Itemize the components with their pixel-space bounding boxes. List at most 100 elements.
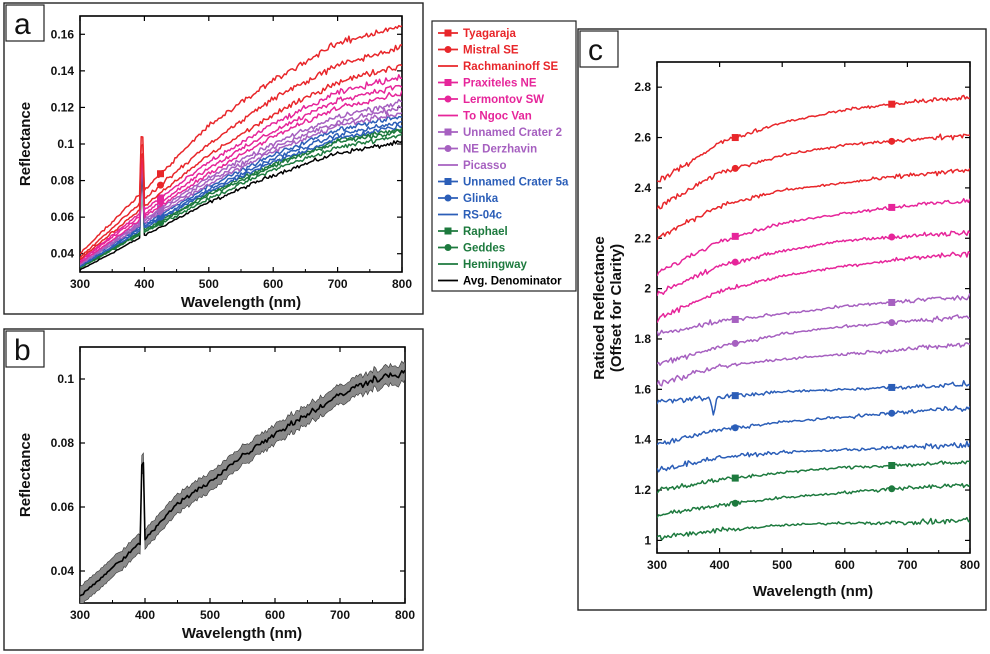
x-tick-label: 500	[199, 277, 219, 291]
x-tick-label: 300	[647, 558, 667, 572]
series-marker-praxiteles-ne	[888, 203, 896, 211]
series-marker-unnamed-crater-2	[157, 204, 164, 212]
panel-b-y-ticks: 0.04 0.06 0.08 0.1	[51, 372, 405, 578]
x-tick-label: 300	[70, 608, 90, 622]
panel-c-y-axis-title-line1: Ratioed Reflectance	[591, 236, 608, 379]
series-line-rachmaninoff-se	[657, 168, 970, 241]
x-tick-label: 600	[835, 558, 855, 572]
series-line-hemingway	[657, 516, 970, 541]
legend-marker-ne-derzhavin	[444, 145, 452, 152]
y-tick-label: 2.4	[634, 181, 651, 195]
series-line-geddes	[657, 482, 970, 519]
series-line-avg-denominator	[80, 369, 405, 597]
x-tick-label: 400	[135, 608, 155, 622]
series-line-geddes	[80, 129, 402, 267]
y-tick-label: 1.6	[634, 382, 651, 396]
series-marker-tyagaraja	[888, 100, 896, 108]
series-marker-unnamed-crater-5a	[731, 392, 739, 400]
series-clip-group	[657, 94, 970, 541]
legend-label-unnamed-crater-5a: Unnamed Crater 5a	[463, 177, 569, 189]
x-tick-label: 400	[134, 277, 154, 291]
series-line-raphael	[80, 127, 402, 268]
uncertainty-band	[80, 359, 405, 603]
series-line-avg-denominator	[80, 140, 402, 271]
series-clip-group	[80, 359, 405, 603]
series-line-unnamed-crater-2	[657, 293, 970, 337]
series-marker-raphael	[157, 217, 164, 225]
series-marker-unnamed-crater-5a	[888, 383, 896, 391]
series-line-mistral-se	[80, 44, 402, 259]
panel-c-series	[657, 94, 970, 541]
series-line-praxiteles-ne	[80, 74, 402, 262]
panel-c: c 300 400 500 600 700 800 1 1.2 1.4 1.6 1.8 2 2.2 2.…	[577, 28, 987, 611]
series-line-praxiteles-ne	[657, 197, 970, 277]
panel-a-y-axis-title: Reflectance	[17, 102, 34, 186]
legend-marker-geddes	[444, 244, 452, 251]
series-line-unnamed-crater-5a	[80, 116, 402, 265]
series-line-tyagaraja	[657, 94, 970, 183]
panel-c-y-axis-title-line2: (Offset for Clarity)	[608, 244, 625, 372]
series-marker-geddes	[888, 485, 896, 493]
panel-c-plot-frame	[656, 61, 971, 554]
legend-label-rs-04c: RS-04c	[463, 210, 503, 222]
series-line-to-ngoc-van	[657, 251, 970, 324]
series-marker-ne-derzhavin	[731, 339, 739, 347]
legend-label-raphael: Raphael	[463, 226, 508, 238]
legend-label-avg-denominator: Avg. Denominator	[463, 276, 562, 288]
legend-marker-raphael	[444, 227, 452, 235]
series-marker-mistral-se	[731, 164, 739, 172]
legend-marker-lermontov-sw	[444, 95, 452, 103]
series-marker-praxiteles-ne	[157, 194, 164, 202]
series-line-lermontov-sw	[80, 84, 402, 262]
series-marker-praxiteles-ne	[731, 232, 739, 240]
legend-label-tyagaraja: Tyagaraja	[463, 28, 516, 40]
y-tick-label: 0.04	[51, 247, 75, 261]
series-marker-lermontov-sw	[888, 233, 896, 241]
legend-label-glinka: Glinka	[463, 193, 499, 205]
series-line-mistral-se	[657, 133, 970, 210]
panel-a: a 300 400 500 600 700 800 0.04 0.06 0.08 0.1 0.12…	[3, 2, 424, 315]
series-line-glinka	[80, 120, 402, 268]
panel-a-x-axis-title: Wavelength (nm)	[181, 294, 301, 311]
x-tick-label: 700	[897, 558, 917, 572]
x-tick-label: 500	[772, 558, 792, 572]
series-line-unnamed-crater-2	[80, 98, 402, 264]
series-marker-glinka	[888, 409, 896, 417]
panel-a-letter: a	[14, 8, 31, 41]
series-line-to-ngoc-van	[80, 90, 402, 264]
y-tick-label: 0.06	[51, 500, 75, 514]
series-line-ne-derzhavin	[657, 314, 970, 366]
legend-marker-praxiteles-ne	[444, 79, 452, 86]
series-marker-geddes	[731, 499, 739, 507]
legend-label-praxiteles-ne: Praxiteles NE	[463, 78, 537, 90]
legend-label-lermontov-sw: Lermontov SW	[463, 94, 544, 106]
x-tick-label: 800	[960, 558, 980, 572]
series-marker-unnamed-crater-2	[888, 298, 896, 306]
legend-label-hemingway: Hemingway	[463, 259, 528, 271]
x-tick-label: 400	[710, 558, 730, 572]
y-tick-label: 2.8	[634, 80, 651, 94]
panel-c-y-ticks: 1 1.2 1.4 1.6 1.8 2 2.2 2.4 2.6 2.8	[634, 80, 970, 547]
panel-b-x-axis-title: Wavelength (nm)	[182, 625, 302, 642]
y-tick-label: 0.1	[57, 137, 74, 151]
series-marker-raphael	[731, 474, 739, 482]
legend-label-ne-derzhavin: NE Derzhavin	[463, 144, 537, 156]
series-line-ne-derzhavin	[80, 105, 402, 266]
series-line-unnamed-crater-5a	[657, 380, 970, 416]
y-tick-label: 0.16	[51, 27, 75, 41]
y-tick-label: 2.6	[634, 131, 651, 145]
series-line-tyagaraja	[80, 24, 402, 255]
y-tick-label: 1.2	[634, 483, 651, 497]
series-marker-mistral-se	[157, 181, 164, 189]
panel-a-series	[80, 24, 402, 271]
panel-b-x-ticks: 300 400 500 600 700 800	[70, 347, 415, 622]
panel-b-letter-box	[5, 330, 45, 368]
x-tick-label: 500	[200, 608, 220, 622]
series-line-picasso	[657, 342, 970, 387]
series-line-glinka	[657, 405, 970, 446]
legend-marker-mistral-se	[444, 46, 452, 53]
legend-label-to-ngoc-van: To Ngoc Van	[463, 111, 532, 123]
x-tick-label: 600	[265, 608, 285, 622]
series-line-rs-04c	[657, 440, 970, 473]
